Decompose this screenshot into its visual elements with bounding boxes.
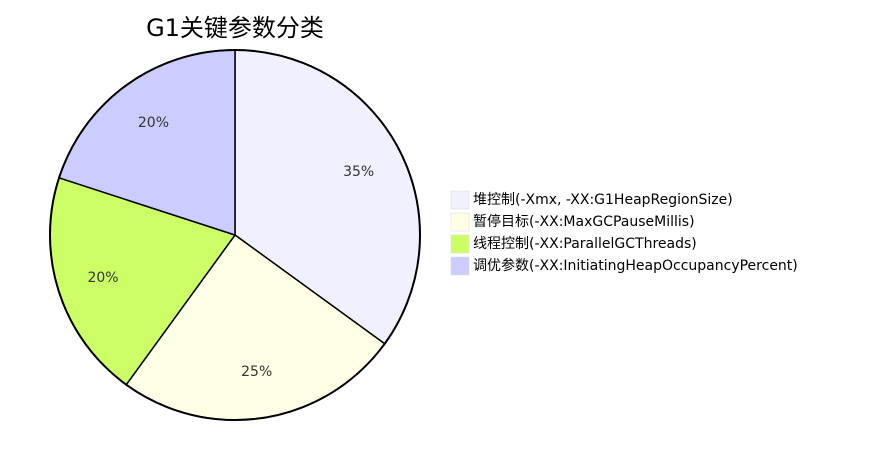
slice-labels: 35% 25% 20% 20% bbox=[87, 115, 374, 380]
pie-outline bbox=[49, 49, 421, 421]
legend-swatch-4 bbox=[450, 256, 470, 276]
legend-label-1: 堆控制(-Xmx, -XX:G1HeapRegionSize) bbox=[473, 192, 733, 208]
slice-label-1: 35% bbox=[343, 164, 374, 180]
pie-slices bbox=[49, 49, 421, 421]
legend-swatch-2 bbox=[450, 212, 470, 232]
legend-label-3: 线程控制(-XX:ParallelGCThreads) bbox=[473, 236, 697, 252]
legend-label-4: 调优参数(-XX:InitiatingHeapOccupancyPercent) bbox=[473, 257, 798, 274]
legend-swatch-3 bbox=[450, 234, 470, 254]
legend-swatch-1 bbox=[450, 190, 470, 210]
legend-label-2: 暂停目标(-XX:MaxGCPauseMillis) bbox=[473, 213, 695, 230]
slice-label-3: 20% bbox=[87, 270, 118, 286]
slice-label-2: 25% bbox=[241, 364, 272, 380]
legend: 堆控制(-Xmx, -XX:G1HeapRegionSize) 暂停目标(-XX:… bbox=[450, 190, 798, 276]
chart-title: G1关键参数分类 bbox=[146, 14, 324, 42]
slice-label-4: 20% bbox=[138, 115, 169, 131]
